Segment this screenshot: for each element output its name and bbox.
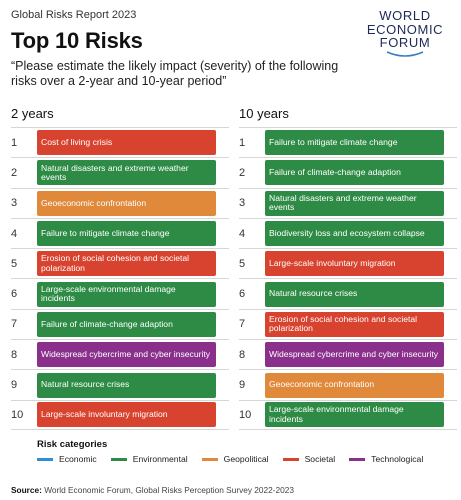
risk-rank: 10 — [239, 408, 252, 421]
risk-row: 10 Large-scale involuntary migration — [11, 399, 229, 430]
legend-label: Technological — [371, 454, 424, 464]
legend: Economic Environmental Geopolitical Societa… — [37, 454, 437, 464]
risk-rank: 10 — [11, 408, 24, 421]
risk-label: Geoeconomic confrontation — [265, 372, 444, 398]
risk-label: Failure of climate-change adaption — [265, 160, 444, 186]
risk-row: 5 Erosion of social cohesion and societal… — [11, 248, 229, 278]
risk-label: Widespread cybercrime and cyber insecuri… — [37, 342, 216, 368]
risk-rank: 5 — [239, 257, 246, 270]
risk-row: 2 Failure of climate-change adaption — [239, 157, 457, 187]
risk-row: 1 Failure to mitigate climate change — [239, 127, 457, 157]
source-note: Source: World Economic Forum, Global Ris… — [11, 485, 294, 495]
risk-row: 4 Biodiversity loss and ecosystem collaps… — [239, 217, 457, 248]
risk-label: Large-scale involuntary migration — [265, 251, 444, 277]
two-year-list: 1 Cost of living crisis 2 Natural disasters… — [11, 127, 229, 430]
risk-row: 8 Widespread cybercrime and cyber insecur… — [239, 339, 457, 369]
risk-rank: 7 — [239, 318, 246, 331]
wef-logo: WORLD ECONOMIC FORUM — [357, 9, 453, 59]
risk-row: 1 Cost of living crisis — [11, 127, 229, 157]
ten-year-list: 1 Failure to mitigate climate change 2 Fail… — [239, 127, 457, 430]
risk-row: 6 Natural resource crises — [239, 278, 457, 308]
risk-row: 9 Natural resource crises — [11, 369, 229, 399]
legend-swatch — [201, 457, 218, 461]
risk-row: 8 Widespread cybercrime and cyber insecur… — [11, 339, 229, 369]
legend-item-economic: Economic — [37, 454, 97, 464]
page-title: Top 10 Risks — [11, 28, 143, 53]
logo-arc-icon — [386, 50, 424, 57]
risk-row: 3 Natural disasters and extreme weather e… — [239, 187, 457, 218]
risk-label: Large-scale environmental damage inciden… — [265, 402, 444, 428]
legend-swatch — [282, 457, 299, 461]
risk-label: Failure to mitigate climate change — [37, 221, 216, 247]
risk-rank: 6 — [239, 288, 246, 301]
risk-rank: 4 — [11, 227, 18, 240]
legend-label: Societal — [304, 454, 336, 464]
risk-label: Erosion of social cohesion and societal … — [37, 251, 216, 277]
risk-row: 7 Erosion of social cohesion and societal… — [239, 308, 457, 339]
survey-question: “Please estimate the likely impact (seve… — [11, 59, 339, 88]
legend-label: Economic — [59, 454, 97, 464]
risk-row: 6 Large-scale environmental damage incide… — [11, 278, 229, 308]
risk-rank: 9 — [11, 379, 18, 392]
ten-year-heading: 10 years — [239, 106, 289, 121]
risk-rank: 9 — [239, 379, 246, 392]
risk-rank: 8 — [11, 348, 18, 361]
risk-row: 10 Large-scale environmental damage incid… — [239, 399, 457, 430]
risk-label: Biodiversity loss and ecosystem collapse — [265, 221, 444, 247]
report-label: Global Risks Report 2023 — [11, 9, 137, 21]
risk-row: 7 Failure of climate-change adaption — [11, 308, 229, 339]
risk-rank: 3 — [11, 197, 18, 210]
risk-rank: 8 — [239, 348, 246, 361]
source-prefix: Source: — [11, 485, 42, 495]
risk-rank: 3 — [239, 197, 246, 210]
risk-rank: 2 — [11, 166, 18, 179]
risk-rank: 4 — [239, 227, 246, 240]
risk-label: Failure to mitigate climate change — [265, 130, 444, 156]
risk-label: Geoeconomic confrontation — [37, 190, 216, 216]
risk-label: Cost of living crisis — [37, 130, 216, 156]
risk-rank: 7 — [11, 318, 18, 331]
risk-label: Natural resource crises — [265, 281, 444, 307]
risk-label: Large-scale environmental damage inciden… — [37, 281, 216, 307]
risk-label: Natural disasters and extreme weather ev… — [37, 160, 216, 186]
risk-label: Large-scale involuntary migration — [37, 402, 216, 428]
risk-rank: 2 — [239, 166, 246, 179]
risk-label: Natural resource crises — [37, 372, 216, 398]
risk-label: Erosion of social cohesion and societal … — [265, 311, 444, 337]
risk-row: 5 Large-scale involuntary migration — [239, 248, 457, 278]
legend-swatch — [349, 457, 366, 461]
risk-row: 9 Geoeconomic confrontation — [239, 369, 457, 399]
source-text: World Economic Forum, Global Risks Perce… — [41, 485, 294, 495]
logo-line-forum: FORUM — [379, 35, 431, 50]
legend-item-technological: Technological — [349, 454, 423, 464]
legend-swatch — [110, 457, 127, 461]
risk-label: Widespread cybercrime and cyber insecuri… — [265, 342, 444, 368]
risk-label: Failure of climate-change adaption — [37, 311, 216, 337]
risk-row: 2 Natural disasters and extreme weather e… — [11, 157, 229, 187]
risk-rank: 5 — [11, 257, 18, 270]
two-year-heading: 2 years — [11, 106, 54, 121]
legend-item-societal: Societal — [282, 454, 336, 464]
legend-item-environmental: Environmental — [110, 454, 188, 464]
legend-swatch — [37, 457, 53, 461]
risk-row: 3 Geoeconomic confrontation — [11, 187, 229, 218]
legend-item-geopolitical: Geopolitical — [201, 454, 269, 464]
risk-label: Natural disasters and extreme weather ev… — [265, 190, 444, 216]
legend-label: Geopolitical — [223, 454, 269, 464]
legend-title: Risk categories — [37, 439, 108, 450]
risk-rank: 6 — [11, 288, 18, 301]
risk-rank: 1 — [11, 136, 18, 149]
logo-line-economic: ECONOMIC — [366, 21, 444, 37]
legend-label: Environmental — [132, 454, 188, 464]
risk-rank: 1 — [239, 136, 246, 149]
risk-row: 4 Failure to mitigate climate change — [11, 217, 229, 248]
logo-line-world: WORLD — [379, 8, 431, 23]
